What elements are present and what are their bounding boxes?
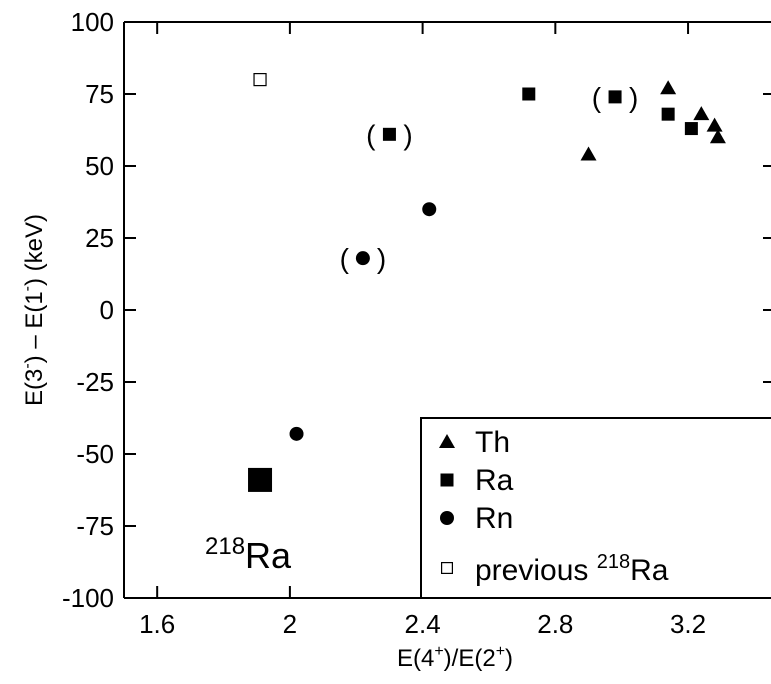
data-points: [248, 72, 726, 492]
legend-label-rn: Rn: [475, 502, 513, 535]
annotation-paren-left: (: [340, 243, 350, 274]
annotation-paren-left: (: [592, 82, 602, 113]
data-point-square: [382, 127, 396, 141]
legend-marker-square: [440, 473, 454, 487]
y-axis-label: E(3-) – E(1-) (keV): [19, 214, 48, 406]
data-point-square: [661, 107, 675, 121]
y-tick-label: -100: [62, 583, 114, 613]
annotation-paren-right: ): [377, 243, 386, 274]
legend: Th Ra Rn previous 218Ra: [420, 417, 771, 599]
x-tick-label: 1.6: [139, 609, 175, 639]
data-point-triangle: [660, 80, 677, 95]
x-tick-label: 2.8: [537, 609, 573, 639]
legend-label-previous: previous 218Ra: [475, 551, 669, 587]
y-tick-label: -25: [76, 367, 114, 397]
y-tick-label: -50: [76, 439, 114, 469]
x-tick-label: 2: [283, 609, 297, 639]
y-tick-label: -75: [76, 511, 114, 541]
point-annotations: () () (): [340, 82, 639, 274]
data-point-triangle: [580, 146, 597, 161]
highlight-label-sup: 218: [205, 533, 245, 560]
legend-label-ra: Ra: [475, 464, 514, 497]
data-point-circle: [355, 251, 370, 266]
data-point-triangle: [709, 129, 726, 144]
legend-box: [420, 417, 771, 599]
legend-marker-open-square: [441, 561, 454, 574]
highlight-label-text: Ra: [245, 535, 292, 576]
legend-label-th: Th: [475, 426, 510, 459]
data-point-circle: [422, 202, 437, 217]
y-tick-label: 25: [85, 223, 114, 253]
data-point-triangle: [693, 106, 710, 121]
annotation-paren-right: ): [629, 82, 638, 113]
legend-marker-circle: [440, 511, 454, 525]
x-tick-label: 3.2: [670, 609, 706, 639]
data-point-triangle: [706, 117, 723, 132]
x-axis-label: E(4+)/E(2+): [397, 643, 513, 672]
legend-marker-triangle: [439, 434, 455, 448]
annotation-paren-right: ): [403, 119, 412, 150]
x-tick-label: 2.4: [405, 609, 441, 639]
data-point-square: [684, 122, 698, 136]
y-tick-label: 75: [85, 79, 114, 109]
data-point-218ra-highlight: [248, 467, 273, 492]
y-tick-label: 50: [85, 151, 114, 181]
annotation-paren-left: (: [366, 119, 376, 150]
data-point-open-square: [253, 72, 267, 87]
highlight-label: 218Ra: [205, 533, 292, 576]
y-tick-label: 100: [71, 7, 114, 37]
data-point-circle: [289, 426, 304, 441]
data-point-square: [522, 87, 536, 101]
data-point-square: [608, 90, 622, 104]
axis-ticks: 1.6 2 2.4 2.8 3.2 -100 -75 -50 -25 0 25 50 75 100: [62, 7, 771, 639]
y-tick-label: 0: [100, 295, 114, 325]
